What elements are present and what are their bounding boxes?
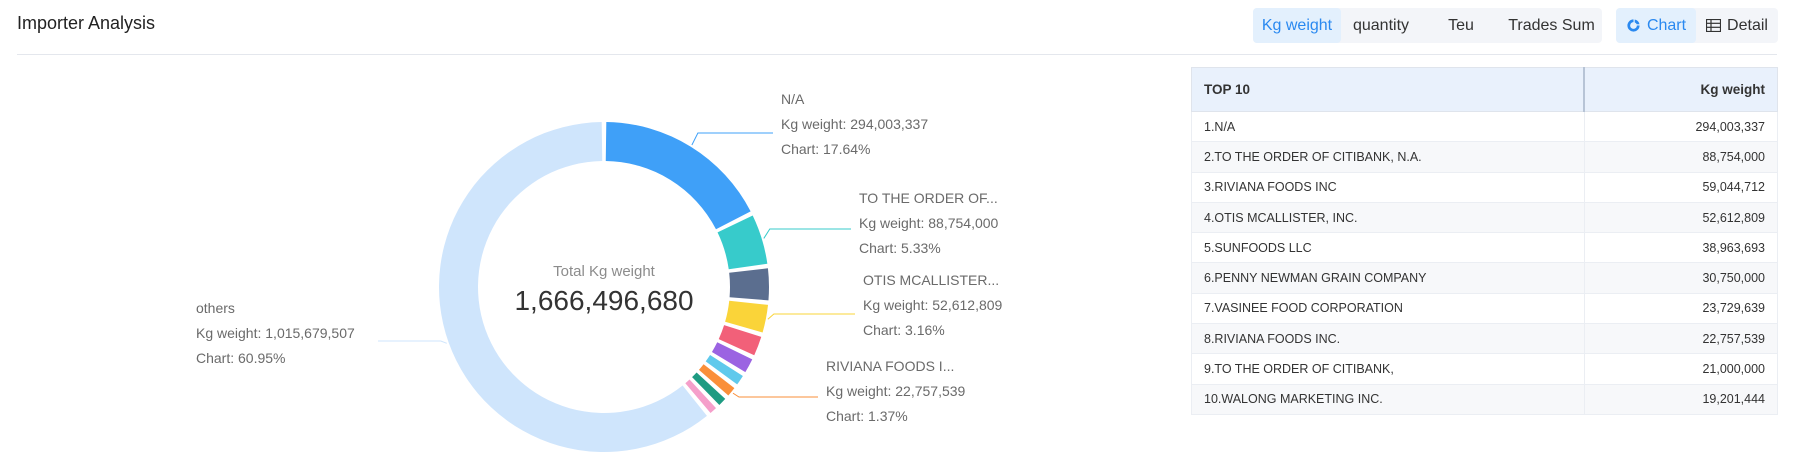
top10-table: TOP 10 Kg weight 1.N/A 294,003,337 2.TO T… [1191,67,1778,415]
row-name: 2.TO THE ORDER OF CITIBANK, N.A. [1191,141,1585,173]
slice-label-others-line1: Kg weight: 1,015,679,507 [196,325,355,341]
leader-line-to-the-order-of-citibank-n-a [763,228,851,239]
tab-trades-sum[interactable]: Trades Sum [1508,17,1595,34]
table-row: 10.WALONG MARKETING INC. 19,201,444 [1191,383,1778,415]
chart-view-button[interactable]: Chart [1616,8,1696,43]
donut-slice-n-a[interactable] [605,122,751,230]
donut-slice-riviana-foods-inc[interactable] [729,268,769,301]
row-value: 22,757,539 [1583,323,1778,354]
slice-label-riviana-foods-inc-line1: Kg weight: 22,757,539 [826,383,966,399]
table-row: 5.SUNFOODS LLC 38,963,693 [1191,232,1778,263]
donut-chart: N/A Kg weight: 294,003,337 Chart: 17.64% TO… [196,91,1003,452]
table-header-row: TOP 10 Kg weight [1191,67,1778,112]
column-header-top10: TOP 10 [1191,67,1585,112]
tab-teu[interactable]: Teu [1448,17,1474,34]
slice-label-n-a-line1: Kg weight: 294,003,337 [781,116,928,132]
row-value: 59,044,712 [1583,171,1778,203]
center-total: 1,666,496,680 [514,285,693,316]
label-leader-lines [378,132,855,398]
slice-label-others-line2: Chart: 60.95% [196,350,286,366]
center-label: Total Kg weight [553,263,656,280]
row-value: 23,729,639 [1583,292,1778,324]
table-row: 9.TO THE ORDER OF CITIBANK, 21,000,000 [1191,353,1778,385]
row-value: 52,612,809 [1583,201,1778,233]
slice-label-n-a-name: N/A [781,91,805,107]
donut-slice-to-the-order-of-citibank-n-a[interactable] [717,215,768,270]
slice-label-otis-mcallister-inc-line1: Kg weight: 52,612,809 [863,297,1003,313]
header: Importer Analysis Kg weight quantity Teu… [17,0,1778,55]
slice-labels: N/A Kg weight: 294,003,337 Chart: 17.64% TO… [196,91,1003,424]
donut-slice-riviana-foods-inc[interactable] [698,364,735,396]
donut-slice-sunfoods-llc[interactable] [718,325,762,356]
slice-label-riviana-foods-inc-name: RIVIANA FOODS I... [826,358,954,374]
slice-label-to-the-order-of-citibank-n-a-line1: Kg weight: 88,754,000 [859,215,999,231]
row-value: 294,003,337 [1583,110,1778,142]
row-name: 1.N/A [1191,110,1585,142]
leader-line-n-a [691,132,773,146]
donut-slice-walong-marketing-inc[interactable] [685,379,717,414]
donut-slice-vasinee-food-corporation[interactable] [705,355,743,385]
slice-label-otis-mcallister-inc-line2: Chart: 3.16% [863,322,945,338]
table-row: 6.PENNY NEWMAN GRAIN COMPANY 30,750,000 [1191,262,1778,294]
chart-view-label: Chart [1646,17,1687,34]
row-value: 88,754,000 [1583,141,1778,173]
tab-quantity[interactable]: quantity [1352,17,1410,34]
table-icon [1706,19,1722,32]
view-tabs: Chart Detail [1616,8,1778,43]
column-header-kg-weight[interactable]: Kg weight [1583,67,1778,112]
slice-label-to-the-order-of-citibank-n-a-line2: Chart: 5.33% [859,240,941,256]
slice-label-otis-mcallister-inc-name: OTIS MCALLISTER... [863,272,999,288]
table-row: 1.N/A 294,003,337 [1191,110,1778,142]
donut-slice-penny-newman-grain-company[interactable] [711,342,753,373]
row-name: 6.PENNY NEWMAN GRAIN COMPANY [1191,262,1585,294]
row-value: 30,750,000 [1583,262,1778,294]
table-row: 3.RIVIANA FOODS INC 59,044,712 [1191,171,1778,203]
row-name: 10.WALONG MARKETING INC. [1191,383,1585,415]
slice-label-others-name: others [196,300,235,316]
row-name: 8.RIVIANA FOODS INC. [1191,323,1585,354]
table-row: 8.RIVIANA FOODS INC. 22,757,539 [1191,323,1778,354]
table-row: 2.TO THE ORDER OF CITIBANK, N.A. 88,754,0… [1191,141,1778,173]
row-value: 38,963,693 [1583,232,1778,263]
row-name: 9.TO THE ORDER OF CITIBANK, [1191,353,1585,385]
table-row: 4.OTIS MCALLISTER, INC. 52,612,809 [1191,201,1778,233]
detail-view-button[interactable]: Detail [1696,8,1778,43]
donut-slices [438,122,769,452]
tab-kg-weight[interactable]: Kg weight [1253,8,1341,43]
donut-chart-icon [1627,19,1640,32]
table-row: 7.VASINEE FOOD CORPORATION 23,729,639 [1191,292,1778,324]
row-value: 21,000,000 [1583,353,1778,385]
slice-label-n-a-line2: Chart: 17.64% [781,141,871,157]
donut-slice-otis-mcallister-inc[interactable] [725,300,769,333]
donut-slice-to-the-order-of-citibank[interactable] [692,372,726,405]
slice-label-to-the-order-of-citibank-n-a-name: TO THE ORDER OF... [859,190,998,206]
donut-slice-others[interactable] [438,122,707,452]
row-value: 19,201,444 [1583,383,1778,415]
row-name: 5.SUNFOODS LLC [1191,232,1585,263]
row-name: 4.OTIS MCALLISTER, INC. [1191,201,1585,233]
detail-view-label: Detail [1727,17,1768,34]
leader-line-others [378,340,447,344]
row-name: 3.RIVIANA FOODS INC [1191,171,1585,203]
leader-line-riviana-foods-inc [732,392,818,398]
row-name: 7.VASINEE FOOD CORPORATION [1191,292,1585,324]
leader-line-otis-mcallister-inc [767,313,855,320]
page-title: Importer Analysis [17,13,156,33]
slice-label-riviana-foods-inc-line2: Chart: 1.37% [826,408,908,424]
metric-tabs: Kg weight quantity Teu Trades Sum [1253,8,1602,43]
